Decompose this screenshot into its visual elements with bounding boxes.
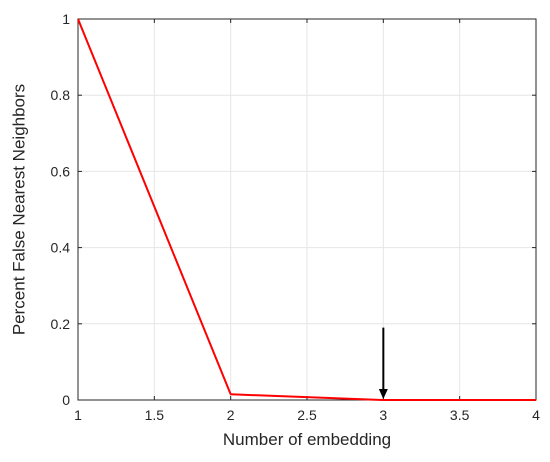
x-tick-label: 2.5 — [297, 407, 317, 423]
x-tick-label: 2 — [227, 407, 235, 423]
y-tick-labels: 0 0.2 0.4 0.6 0.8 1 — [51, 11, 71, 408]
y-axis-label: Percent False Nearest Neighbors — [9, 84, 28, 335]
grid — [77, 18, 537, 401]
x-tick-label: 3.5 — [450, 407, 470, 423]
y-tick-label: 1 — [62, 11, 70, 27]
y-tick-label: 0.8 — [51, 87, 71, 103]
x-tick-label: 1 — [74, 407, 82, 423]
x-axis-label: Number of embedding — [223, 430, 391, 449]
x-tick-labels: 1 1.5 2 2.5 3 3.5 4 — [74, 407, 540, 423]
y-tick-label: 0 — [62, 392, 70, 408]
x-tick-label: 4 — [532, 407, 540, 423]
arrow-head-0 — [378, 389, 388, 399]
series-layer — [77, 18, 536, 401]
series-line-0 — [77, 18, 536, 401]
y-tick-label: 0.4 — [51, 240, 71, 256]
y-tick-label: 0.2 — [51, 316, 71, 332]
x-tick-label: 1.5 — [145, 407, 165, 423]
x-tick-label: 3 — [379, 407, 387, 423]
annotations-layer — [378, 327, 388, 399]
y-tick-label: 0.6 — [51, 163, 71, 179]
